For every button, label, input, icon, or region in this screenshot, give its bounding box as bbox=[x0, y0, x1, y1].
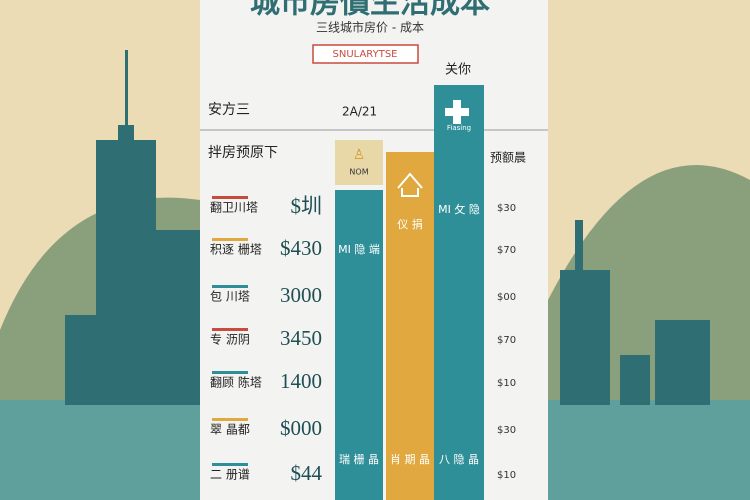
bar-text: 仪 捐 bbox=[397, 217, 423, 231]
row-right: $70 bbox=[497, 245, 516, 256]
row-accent bbox=[212, 285, 248, 288]
column-bar bbox=[434, 85, 484, 500]
column-bar bbox=[335, 190, 383, 500]
icon-label: NOM bbox=[349, 168, 368, 177]
row-value: 1400 bbox=[280, 369, 322, 393]
subtitle: 三线城市房价 - 成本 bbox=[316, 20, 424, 35]
row-accent bbox=[212, 463, 248, 466]
right-top: 关你 bbox=[445, 63, 471, 78]
row-accent bbox=[212, 238, 248, 241]
left-top: 安方三 bbox=[208, 102, 250, 118]
icon: ♙ bbox=[353, 147, 366, 163]
row-accent bbox=[212, 328, 248, 331]
row-value: 3450 bbox=[280, 326, 322, 350]
plus-icon bbox=[445, 100, 469, 124]
column-bar bbox=[386, 152, 434, 500]
row-value: $430 bbox=[280, 236, 322, 260]
badge-text: SNULARYTSE bbox=[333, 49, 398, 60]
row-right: $30 bbox=[497, 425, 516, 436]
bar-foot: 八 隐 晶 bbox=[439, 453, 479, 466]
row-right: $70 bbox=[497, 335, 516, 346]
house-icon bbox=[397, 172, 423, 197]
skyline-right bbox=[560, 220, 710, 405]
rows: 翻卫川塔 $圳 $30 积逐 栅塔 $430 $70 包 川塔 3000 $00 专 沥阴 3450… bbox=[210, 194, 516, 485]
row-label: 积逐 栅塔 bbox=[210, 242, 262, 257]
row-right: $00 bbox=[497, 292, 516, 303]
icon-box bbox=[335, 140, 383, 185]
row-right: $30 bbox=[497, 203, 516, 214]
row-accent bbox=[212, 196, 248, 199]
title: 城市房價生活成本 bbox=[250, 0, 490, 21]
right-heading: 预额晨 bbox=[490, 151, 526, 165]
row-right: $10 bbox=[497, 470, 516, 481]
row-label: 翻顾 陈塔 bbox=[210, 375, 262, 390]
date: 2A/21 bbox=[342, 105, 377, 119]
bar-text: MI 攵 隐 bbox=[438, 202, 480, 216]
icon-label: Fiasing bbox=[447, 124, 471, 132]
badge bbox=[312, 44, 419, 64]
row-label: 翻卫川塔 bbox=[210, 201, 258, 215]
row-label: 专 沥阴 bbox=[210, 332, 250, 347]
skyline-left bbox=[65, 50, 200, 405]
row-accent bbox=[212, 371, 248, 374]
bar-text: MI 隐 端 bbox=[338, 243, 380, 256]
row-value: 3000 bbox=[280, 283, 322, 307]
row-value: $000 bbox=[280, 416, 322, 440]
row-right: $10 bbox=[497, 378, 516, 389]
bar-foot: 肖 期 晶 bbox=[390, 452, 430, 466]
row-label: 翠 晶都 bbox=[210, 423, 250, 437]
bar-foot: 瑞 栅 晶 bbox=[339, 452, 379, 466]
left-heading: 拌房预原下 bbox=[208, 145, 278, 161]
row-value: $圳 bbox=[291, 194, 323, 218]
row-label: 包 川塔 bbox=[210, 290, 250, 304]
row-label: 二 册谱 bbox=[210, 468, 250, 482]
row-accent bbox=[212, 418, 248, 421]
row-value: $44 bbox=[291, 461, 323, 485]
